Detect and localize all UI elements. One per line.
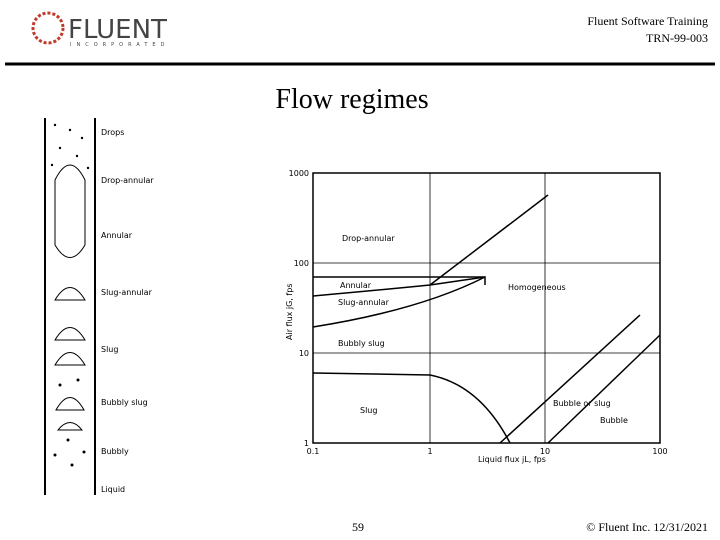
pipe-label: Liquid	[101, 485, 125, 494]
boundary	[429, 194, 549, 286]
x-tick-label: 0.1	[307, 447, 320, 456]
boundary	[499, 314, 641, 444]
slide-title: Flow regimes	[275, 84, 428, 115]
plot-frame	[312, 172, 661, 444]
x-tick-label: 1	[427, 447, 432, 456]
logo-subtext: INCORPORATED	[70, 42, 169, 48]
boundary	[312, 372, 511, 444]
x-tick-label: 10	[540, 447, 550, 456]
region-label: Bubble	[600, 416, 628, 425]
pipe-label: Bubbly	[101, 447, 129, 456]
boundary	[312, 276, 486, 328]
y-tick-label: 1	[304, 439, 309, 448]
copyright: © Fluent Inc. 12/31/2021	[586, 520, 708, 534]
boundary	[547, 334, 661, 444]
region-label: Slug-annular	[338, 298, 390, 307]
region-label: Annular	[340, 281, 372, 290]
bubbly-slug	[55, 397, 85, 431]
page-number: 59	[352, 520, 364, 534]
logo-mark	[31, 11, 65, 45]
pipe-label: Drops	[101, 128, 124, 137]
boundary	[312, 276, 486, 297]
pipe-diagram	[44, 118, 96, 495]
annular-core	[54, 164, 86, 258]
y-tick-label: 1000	[289, 169, 309, 178]
course-name: Fluent Software Training	[587, 14, 708, 28]
pipe-label: Bubbly slug	[101, 398, 148, 407]
logo-text: FLUENT	[68, 15, 167, 45]
region-label: Slug	[360, 406, 377, 415]
region-label: Homogeneous	[508, 283, 566, 292]
grid	[313, 173, 660, 443]
region-label: Bubbly slug	[338, 339, 385, 348]
region-label: Drop-annular	[342, 234, 395, 243]
slug-bubbles	[54, 287, 86, 366]
y-axis-label: Air flux jG, fps	[285, 284, 294, 340]
y-tick-label: 10	[299, 349, 309, 358]
regime-boundaries	[312, 194, 661, 444]
pipe-label: Drop-annular	[101, 176, 154, 185]
y-tick-label: 100	[294, 259, 309, 268]
drops	[50, 123, 90, 467]
pipe-label: Slug-annular	[101, 288, 153, 297]
region-label: Bubble or slug	[553, 399, 611, 408]
pipe-label: Slug	[101, 345, 118, 354]
x-tick-label: 100	[652, 447, 667, 456]
logo: FLUENT INCORPORATED	[31, 11, 169, 48]
x-axis-label: Liquid flux jL, fps	[478, 455, 546, 464]
course-code: TRN-99-003	[646, 31, 708, 45]
regime-map	[312, 172, 661, 444]
pipe-label: Annular	[101, 231, 133, 240]
